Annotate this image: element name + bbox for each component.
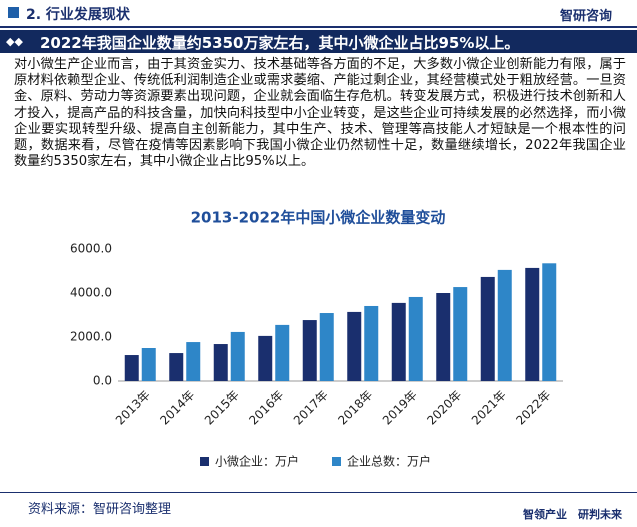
bar	[186, 342, 201, 381]
bar	[275, 324, 290, 381]
x-tick-label: 2017年	[291, 388, 331, 428]
bar	[525, 267, 540, 381]
section-title: 2. 行业发展现状	[26, 7, 130, 23]
headline-icon: ◆◆	[6, 35, 23, 48]
bar	[408, 296, 423, 381]
brand: 智研咨询	[560, 9, 613, 24]
bar	[124, 355, 139, 381]
x-tick-label: 2021年	[469, 388, 509, 428]
bar	[302, 320, 317, 381]
y-tick-label: 6000.0	[70, 242, 112, 256]
bar	[480, 276, 495, 381]
y-tick-label: 0.0	[93, 374, 112, 388]
x-tick-label: 2016年	[246, 388, 286, 428]
slogan: 智领产业	[523, 508, 567, 521]
chart: 2013-2022年中国小微企业数量变动 0.0 2000.0 4000.0 6000…	[70, 209, 563, 469]
headline-band	[0, 30, 637, 53]
bar	[258, 335, 273, 381]
footer-rule	[0, 492, 637, 493]
bar	[347, 311, 362, 381]
header-icon	[8, 7, 19, 18]
bar	[364, 305, 379, 381]
bar	[453, 287, 468, 381]
bar	[391, 302, 406, 381]
x-tick-label: 2022年	[513, 388, 553, 428]
x-tick-label: 2015年	[202, 388, 242, 428]
chart-title: 2013-2022年中国小微企业数量变动	[191, 209, 446, 227]
slogan: 研判未来	[578, 508, 622, 521]
x-tick-label: 2019年	[380, 388, 420, 428]
bar	[542, 263, 557, 381]
bar	[141, 348, 156, 381]
y-tick-label: 2000.0	[70, 330, 112, 344]
bar	[319, 313, 334, 381]
legend-swatch	[200, 457, 209, 466]
bar	[436, 293, 451, 381]
bar	[169, 353, 184, 381]
header-bar	[0, 0, 637, 28]
legend-swatch	[332, 457, 341, 466]
bar	[213, 344, 228, 381]
bar	[230, 331, 245, 381]
x-tick-label: 2014年	[157, 388, 197, 428]
x-tick-label: 2018年	[335, 388, 375, 428]
legend-label: 企业总数：万户	[347, 454, 431, 469]
bar	[497, 269, 512, 381]
x-tick-label: 2013年	[113, 388, 153, 428]
x-tick-label: 2020年	[424, 388, 464, 428]
y-tick-label: 4000.0	[70, 286, 112, 300]
legend-label: 小微企业：万户	[215, 454, 299, 469]
headline: 2022年我国企业数量约5350万家左右，其中小微企业占比95%以上。	[40, 34, 520, 52]
source: 资料来源：智研咨询整理	[28, 502, 172, 517]
paragraph: 对小微生产企业而言，由于其资金实力、技术基础等各方面的不足，大多数小微企业创新能…	[14, 57, 626, 170]
